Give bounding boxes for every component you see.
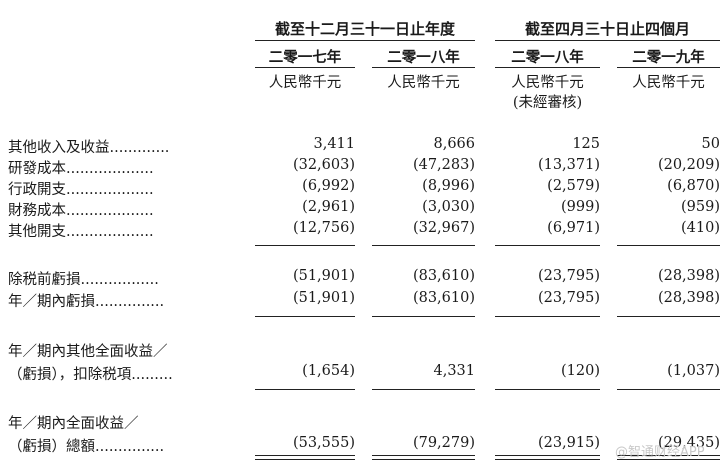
row-value: (23,795) [537, 268, 600, 284]
row-value: 3,411 [313, 136, 355, 152]
year-rule [495, 67, 600, 68]
row-value: (3,030) [422, 199, 475, 215]
row-value: (23,915) [537, 435, 600, 451]
row-label: 其他開支................... [8, 224, 154, 240]
unit-label: 人民幣千元 [632, 75, 705, 91]
row-value: (999) [561, 199, 600, 215]
subtotal-rule [617, 316, 720, 317]
total-double-rule [617, 455, 720, 456]
row-value: (51,901) [292, 268, 355, 284]
row-label: 除税前虧損................. [8, 272, 159, 288]
total-double-rule [372, 455, 475, 456]
row-value: (1,654) [302, 363, 355, 379]
row-label: 財務成本................... [8, 203, 154, 219]
row-value: (47,283) [412, 157, 475, 173]
year-header: 二零一八年 [511, 49, 584, 66]
row-value: (12,756) [292, 220, 355, 236]
header-group-rule [255, 40, 475, 41]
year-header: 二零一九年 [632, 49, 705, 66]
unit-label: 人民幣千元 [268, 75, 342, 91]
subtotal-rule [372, 245, 475, 246]
total-double-rule [495, 455, 600, 456]
total-double-rule [617, 459, 720, 460]
row-value: (32,967) [412, 220, 475, 236]
row-label: （虧損）總額............... [8, 439, 165, 455]
row-value: (83,610) [412, 268, 475, 284]
row-label: 其他收入及收益............. [8, 140, 170, 156]
row-value: 8,666 [433, 136, 475, 152]
row-value: (2,961) [302, 199, 355, 215]
row-label: 年／期內全面收益／ [8, 416, 139, 432]
unit-label: 人民幣千元 [387, 75, 460, 91]
row-label: 研發成本................... [8, 161, 154, 177]
row-value: (2,579) [547, 178, 600, 194]
row-value: (8,996) [422, 178, 475, 194]
row-value: (6,870) [667, 178, 720, 194]
row-value: (23,795) [537, 290, 600, 306]
row-value: (51,901) [292, 290, 355, 306]
year-rule [372, 67, 475, 68]
total-double-rule [495, 459, 600, 460]
row-label: 年／期內虧損............... [8, 294, 165, 310]
total-double-rule [255, 455, 355, 456]
row-label: （虧損），扣除税項......... [8, 367, 173, 383]
row-value: (83,610) [412, 290, 475, 306]
row-value: (13,371) [537, 157, 600, 173]
year-header: 二零一八年 [387, 49, 460, 66]
subtotal-rule [255, 316, 355, 317]
row-value: (32,603) [292, 157, 355, 173]
watermark: @智通财经APP [615, 445, 705, 460]
subtotal-rule [617, 389, 720, 390]
row-value: (1,037) [667, 363, 720, 379]
row-value: (29,435) [657, 435, 720, 451]
row-value: (959) [681, 199, 720, 215]
total-double-rule [372, 459, 475, 460]
unit-label-unaudited: 人民幣千元 (未經審核) [511, 75, 584, 111]
subtotal-rule [255, 245, 355, 246]
total-double-rule [255, 459, 355, 460]
header-group-annual: 截至十二月三十一日止年度 [274, 20, 455, 38]
year-rule [255, 67, 355, 68]
subtotal-rule [617, 245, 720, 246]
subtotal-rule [495, 389, 600, 390]
row-value: 50 [701, 136, 720, 152]
row-value: (6,992) [302, 178, 355, 194]
row-value: (28,398) [657, 290, 720, 306]
header-group-four-months: 截至四月三十日止四個月 [524, 20, 690, 38]
row-value: (410) [681, 220, 720, 236]
year-rule [617, 67, 720, 68]
row-value: (79,279) [412, 435, 475, 451]
subtotal-rule [372, 389, 475, 390]
header-group-rule [495, 40, 720, 41]
year-header: 二零一七年 [268, 49, 342, 66]
row-value: (20,209) [657, 157, 720, 173]
row-label: 年／期內其他全面收益／ [8, 344, 168, 360]
row-value: 4,331 [433, 363, 475, 379]
subtotal-rule [495, 245, 600, 246]
row-value: 125 [572, 136, 600, 152]
subtotal-rule [255, 389, 355, 390]
subtotal-rule [372, 316, 475, 317]
row-value: (28,398) [657, 268, 720, 284]
row-value: (6,971) [547, 220, 600, 236]
row-value: (53,555) [292, 435, 355, 451]
row-value: (120) [561, 363, 600, 379]
row-label: 行政開支................... [8, 182, 154, 198]
subtotal-rule [495, 316, 600, 317]
